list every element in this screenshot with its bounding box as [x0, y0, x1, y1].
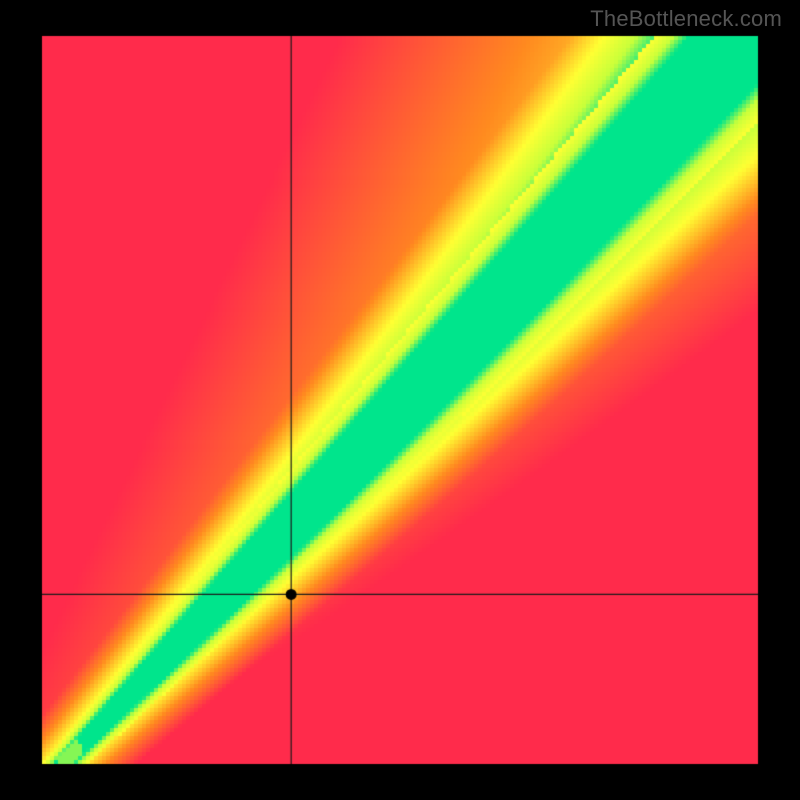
- chart-stage: TheBottleneck.com: [0, 0, 800, 800]
- watermark-label: TheBottleneck.com: [590, 6, 782, 32]
- bottleneck-heatmap: [0, 0, 800, 800]
